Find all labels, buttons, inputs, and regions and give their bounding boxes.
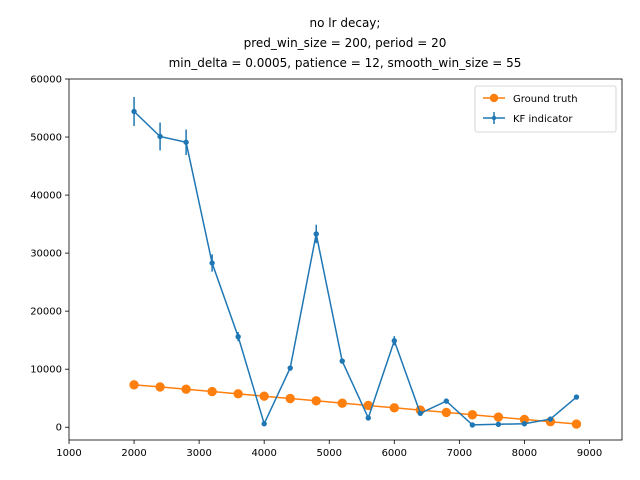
data-point xyxy=(209,260,215,266)
legend-label: Ground truth xyxy=(513,94,578,105)
data-point xyxy=(441,407,452,418)
y-tick-label: 60000 xyxy=(30,75,62,86)
data-point xyxy=(129,380,139,390)
y-tick-label: 0 xyxy=(56,423,62,434)
data-point xyxy=(365,415,371,421)
data-point xyxy=(261,421,267,427)
data-point xyxy=(417,410,424,417)
legend-marker xyxy=(489,93,499,103)
chart-title-line: min_delta = 0.0005, patience = 12, smoot… xyxy=(169,56,522,70)
chart-title-line: pred_win_size = 200, period = 20 xyxy=(244,36,447,50)
chart-title-line: no lr decay; xyxy=(310,16,381,30)
x-tick-label: 2000 xyxy=(121,448,146,459)
legend-entry: KF indicator xyxy=(483,112,573,125)
data-point xyxy=(391,338,397,344)
data-point xyxy=(339,358,345,364)
y-tick-label: 10000 xyxy=(30,365,62,376)
y-tick-label: 20000 xyxy=(30,307,62,318)
x-tick-label: 6000 xyxy=(382,448,407,459)
data-point xyxy=(311,396,321,406)
y-tick-label: 50000 xyxy=(30,133,62,144)
data-point xyxy=(285,393,295,404)
data-point xyxy=(495,421,502,428)
series-kf-indicator xyxy=(131,96,580,428)
legend-box xyxy=(474,85,617,133)
legend-entry: Ground truth xyxy=(483,93,578,105)
data-point xyxy=(287,365,293,371)
legend: Ground truth KF indicator xyxy=(474,85,617,133)
axes-frame xyxy=(68,78,623,441)
x-tick-label: 7000 xyxy=(447,448,472,459)
plot-area xyxy=(68,78,623,441)
data-point xyxy=(547,416,554,422)
data-point xyxy=(337,398,347,408)
data-point xyxy=(493,412,504,422)
legend-marker xyxy=(491,115,497,121)
data-point xyxy=(183,139,189,145)
x-tick-label: 1000 xyxy=(56,448,81,459)
y-tick-label: 40000 xyxy=(30,191,62,202)
series-line xyxy=(133,110,577,426)
chart-title: no lr decay; pred_win_size = 200, period … xyxy=(169,16,522,70)
data-point xyxy=(573,394,580,400)
data-point xyxy=(131,108,137,115)
data-point xyxy=(233,389,243,399)
data-point xyxy=(443,398,450,404)
data-point xyxy=(313,231,319,237)
x-tick-label: 5000 xyxy=(317,448,342,459)
x-tick-label: 8000 xyxy=(512,448,537,459)
x-tick-label: 4000 xyxy=(251,448,276,459)
data-point xyxy=(157,133,163,140)
data-point xyxy=(181,384,191,394)
y-tick-label: 30000 xyxy=(30,249,62,260)
x-axis: 1000 2000 3000 4000 5000 6000 7000 8000 9000 xyxy=(56,440,602,459)
data-point xyxy=(155,382,165,392)
data-point xyxy=(235,333,241,340)
x-tick-label: 9000 xyxy=(577,448,602,459)
data-point xyxy=(521,421,528,427)
data-point xyxy=(571,419,582,429)
data-point xyxy=(207,386,217,397)
data-point xyxy=(469,422,476,428)
data-point xyxy=(259,391,269,401)
data-point xyxy=(389,403,399,413)
y-axis: 0 10000 20000 30000 40000 50000 60000 xyxy=(30,75,69,434)
data-point xyxy=(467,410,478,420)
legend-label: KF indicator xyxy=(513,114,573,125)
x-tick-label: 3000 xyxy=(186,448,211,459)
